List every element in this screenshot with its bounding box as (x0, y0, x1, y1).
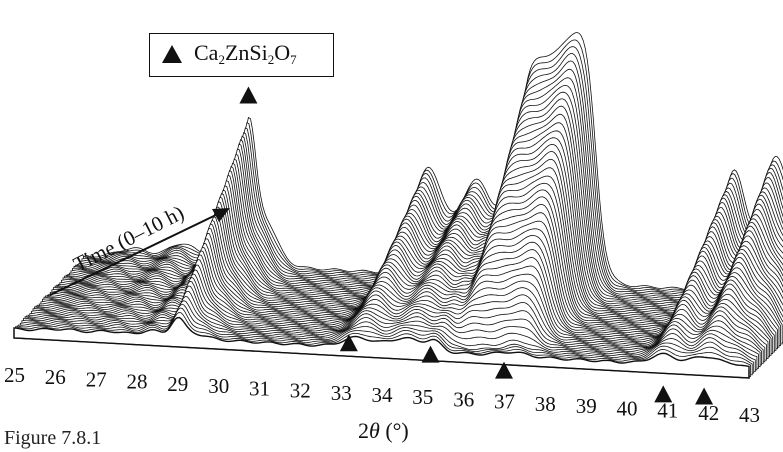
x-tick-label: 33 (331, 381, 352, 405)
legend-formula-part-0: Ca (194, 40, 218, 65)
legend-formula-part-2: ZnSi (225, 40, 268, 65)
x-tick-label: 30 (208, 374, 229, 398)
x-axis-label: 2θ (°) (358, 418, 409, 444)
x-tick-label: 32 (290, 379, 311, 403)
x-tick-label: 31 (249, 376, 270, 400)
x-tick-label: 43 (739, 403, 760, 427)
legend-formula-part-5: 7 (290, 52, 297, 67)
x-tick-label: 38 (535, 392, 556, 416)
x-tick-label: 41 (657, 399, 678, 423)
x-axis-label-unit: (°) (380, 418, 409, 443)
legend-formula-part-4: O (274, 40, 290, 65)
x-tick-label: 28 (127, 370, 148, 394)
x-tick-label: 39 (576, 394, 597, 418)
legend-label: Ca2ZnSi2O7 (194, 40, 297, 68)
x-tick-label: 42 (698, 401, 719, 425)
legend: Ca2ZnSi2O7 (149, 33, 334, 77)
x-tick-label: 26 (45, 365, 66, 389)
x-tick-label: 37 (494, 390, 515, 414)
trace-group (14, 33, 783, 379)
x-axis-label-prefix: 2 (358, 418, 369, 443)
peak-marker-top (239, 86, 257, 103)
x-tick-label: 36 (453, 387, 474, 411)
x-tick-label: 34 (372, 383, 394, 407)
legend-triangle-marker (162, 45, 182, 63)
x-tick-label: 29 (167, 372, 188, 396)
x-axis-label-theta: θ (369, 418, 380, 443)
x-tick-label: 27 (86, 367, 107, 391)
x-tick-label: 25 (4, 363, 25, 387)
x-tick-label: 35 (412, 385, 433, 409)
x-tick-label: 40 (617, 396, 638, 420)
